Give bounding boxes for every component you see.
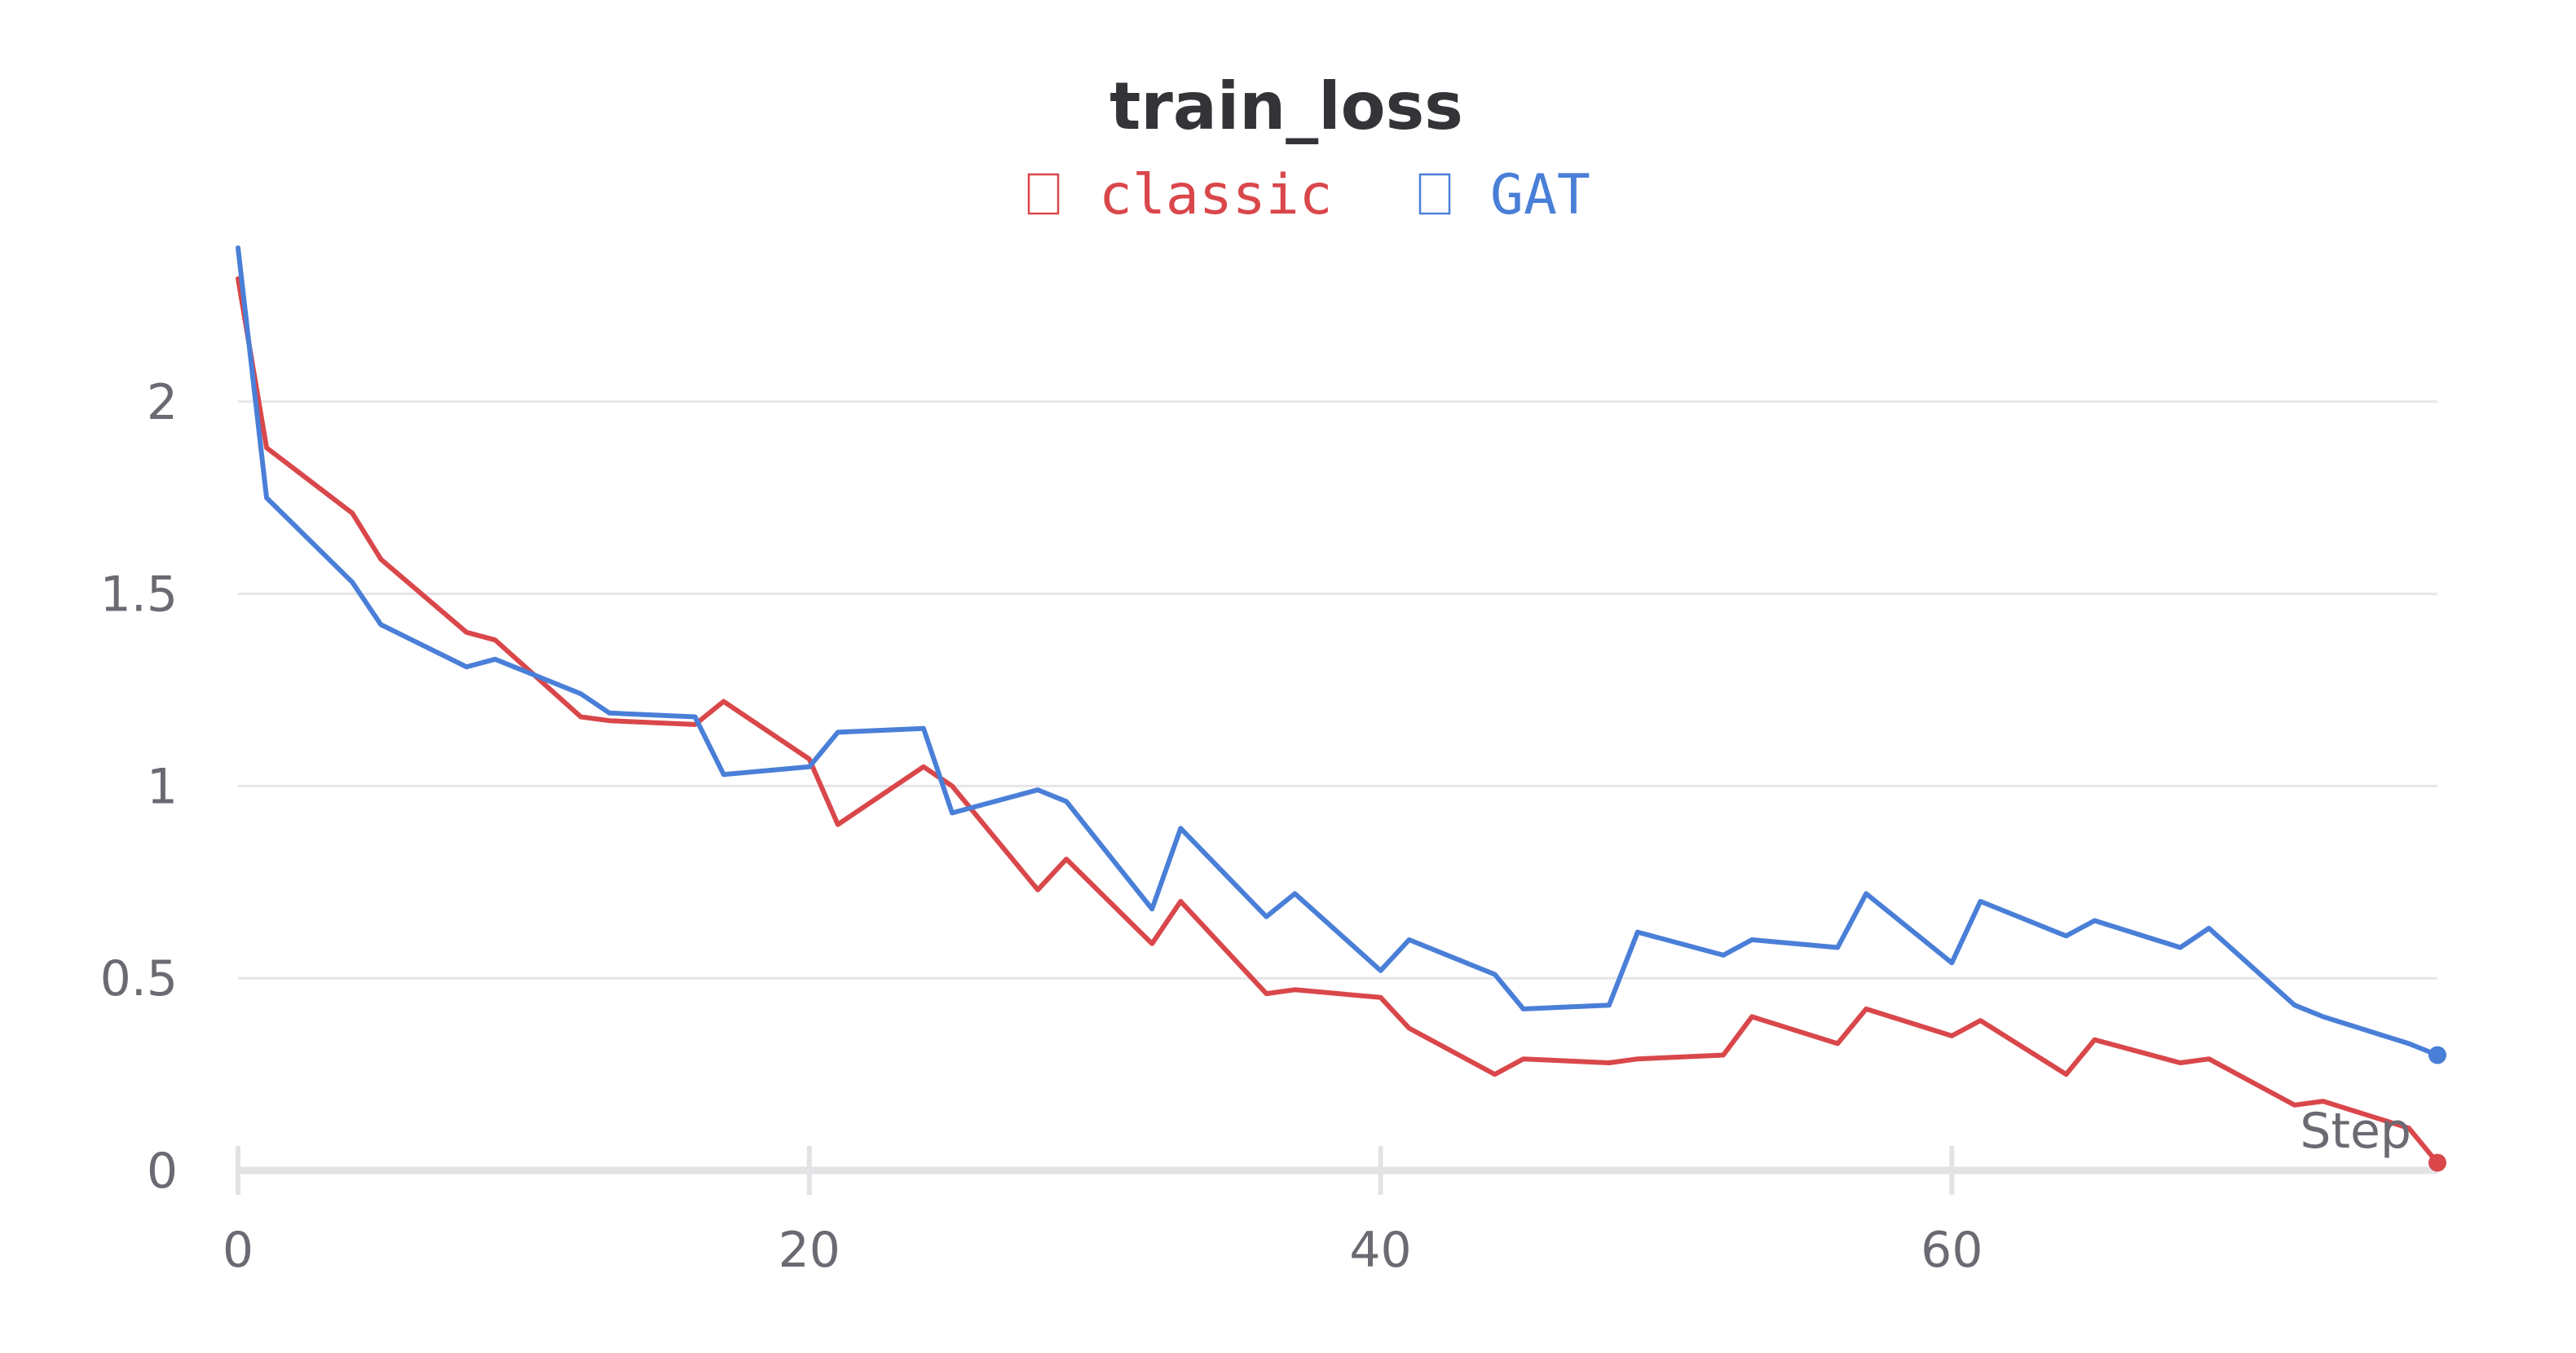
series-line-gat [236,245,2440,1058]
y-tick-label: 0.5 [100,950,178,1007]
y-tick-label: 1.5 [100,566,178,624]
x-axis-label: Step [2300,1103,2411,1160]
y-tick-label: 0 [147,1143,178,1200]
chart-title: train_loss [1109,68,1463,144]
x-tick-label: 40 [1349,1222,1411,1279]
y-axis: 0 0.5 1 1.5 2 [100,374,178,1200]
legend-swatch [1027,173,1060,215]
x-tick-label: 60 [1921,1222,1983,1279]
series-line-classic [236,275,2440,1166]
legend-swatch [1418,173,1451,215]
series-end-point-gat [2428,1046,2446,1064]
legend: classic GAT [1027,163,1590,227]
legend-label: classic [1099,163,1333,227]
x-axis: 0 20 40 60 [223,1146,2437,1279]
y-tick-label: 2 [147,374,178,431]
x-tick-label: 0 [223,1222,254,1279]
series-end-point-classic [2428,1153,2446,1172]
y-tick-label: 1 [147,758,178,815]
series-lines [236,245,2446,1172]
grid-lines [238,400,2437,980]
legend-label: GAT [1490,163,1590,227]
x-tick-label: 20 [779,1222,840,1279]
